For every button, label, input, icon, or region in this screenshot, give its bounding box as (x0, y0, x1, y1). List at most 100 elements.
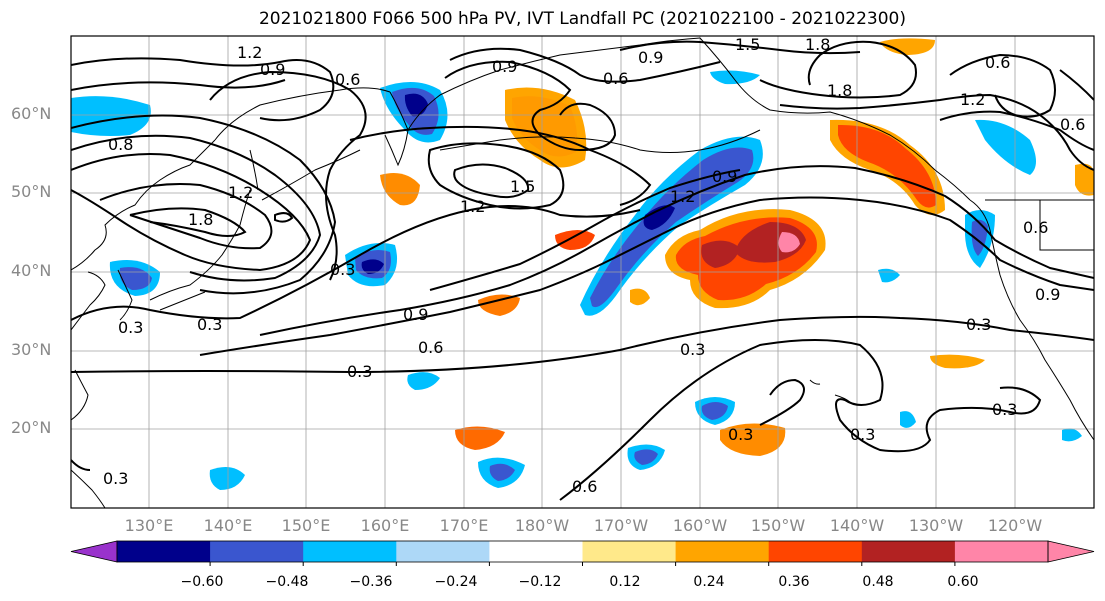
lon-label: 150°E (281, 516, 331, 535)
colorbar-segment (210, 541, 304, 562)
contour-label: 0.6 (418, 338, 443, 357)
colorbar-tick-label: −0.60 (180, 574, 224, 590)
lon-label: 130°W (908, 516, 964, 535)
contour-label: 1.8 (188, 210, 213, 229)
lon-label: 180°W (514, 516, 570, 535)
shading-patch (119, 267, 152, 290)
colorbar-tick-label: 0.12 (609, 574, 641, 590)
contour-line (71, 79, 286, 91)
coastline (384, 91, 409, 167)
shading-patch (71, 96, 151, 136)
lon-label: 150°W (750, 516, 806, 535)
colorbar-tick-label: 0.48 (862, 574, 894, 590)
colorbar-segment (396, 541, 490, 562)
contour-line (779, 93, 1094, 171)
lon-label: 170°W (593, 516, 649, 535)
shading-patch (778, 232, 800, 253)
contour-line (939, 110, 1094, 151)
coastline (159, 291, 206, 311)
coastline (71, 139, 216, 271)
lat-label: 60°N (11, 104, 52, 123)
contour-label: 0.3 (330, 260, 355, 279)
contour-label: 0.6 (572, 477, 597, 496)
contour-label: 0.9 (260, 60, 285, 79)
shading-patch (361, 259, 384, 274)
shading-patch (407, 372, 440, 390)
colorbar-tick-label: −0.12 (518, 574, 562, 590)
contour-label: 0.9 (403, 305, 428, 324)
lon-label: 130°E (124, 516, 174, 535)
contour-line (71, 153, 312, 272)
shading-patch (634, 449, 658, 465)
coastline (1039, 200, 1094, 251)
contour-line (1059, 69, 1094, 101)
colorbar-tick-label: −0.36 (349, 574, 393, 590)
contour-line (71, 459, 91, 471)
colorbar-tick-label: 0.36 (778, 574, 810, 590)
contour-label: 0.3 (966, 315, 991, 334)
shading-patch (455, 426, 505, 450)
contour-label: 0.3 (728, 425, 753, 444)
coastline (117, 269, 133, 321)
shading-patch (838, 124, 936, 208)
contour-line (444, 60, 617, 152)
contour-label: 0.9 (638, 48, 663, 67)
contour-label: 0.6 (603, 69, 628, 88)
contour-label: 0.6 (985, 53, 1010, 72)
map-title: 2021021800 F066 500 hPa PV, IVT Landfall… (258, 9, 906, 29)
pv-contours (71, 40, 1094, 501)
shading-patch (630, 288, 650, 306)
shading-patch (701, 240, 740, 268)
coastline (261, 149, 361, 201)
contour-line (619, 40, 861, 55)
coastline (439, 129, 761, 153)
colorbar-segment (954, 541, 1049, 562)
contour-line (71, 57, 335, 122)
colorbar-segment (489, 541, 583, 562)
lon-label: 140°E (203, 516, 253, 535)
coastline (969, 199, 1094, 441)
contour-label: 0.6 (1023, 218, 1048, 237)
contour-label: 0.9 (712, 167, 737, 186)
contour-line (429, 169, 741, 291)
contour-label: 0.6 (335, 70, 360, 89)
colorbar-tick-label: 0.60 (947, 574, 979, 590)
contour-label: 0.3 (103, 469, 128, 488)
shading-patch (489, 463, 515, 481)
lon-label: 170°E (439, 516, 489, 535)
contour-label: 1.8 (827, 81, 852, 100)
colorbar-segment (582, 541, 677, 562)
map-frame (70, 35, 1095, 509)
coastline (809, 379, 821, 385)
contour-label: 0.3 (992, 400, 1017, 419)
contour-label: 1.5 (510, 177, 535, 196)
contour-line (71, 114, 337, 295)
contour-line (453, 163, 530, 199)
contour-line (209, 70, 367, 281)
shading-patch (900, 411, 916, 428)
lat-label: 20°N (11, 418, 52, 437)
contour-label-group: 1.2 0.9 0.6 0.9 0.6 0.9 1.5 1.8 0.6 1.2 … (103, 36, 1085, 496)
colorbar (70, 540, 1095, 566)
shading-patch (1075, 163, 1094, 196)
contour-line (71, 134, 322, 282)
contour-label: 1.2 (960, 90, 985, 109)
shading-patch (478, 294, 520, 316)
contour-line (427, 142, 565, 210)
contour-label: 1.2 (228, 183, 253, 202)
lon-label: 160°E (360, 516, 410, 535)
lon-label: 120°W (987, 516, 1043, 535)
shading-patch (643, 205, 675, 230)
contour-line (274, 212, 294, 223)
coastline (699, 37, 971, 201)
colorbar-segment (675, 541, 770, 562)
contour-line (71, 205, 641, 321)
colorbar-extension-low (70, 540, 118, 563)
coastline (71, 469, 106, 508)
colorbar-tick-label: −0.48 (265, 574, 309, 590)
coastline (71, 271, 106, 331)
contour-label: 0.9 (1035, 285, 1060, 304)
coastline (214, 87, 391, 141)
shading-patch (720, 423, 786, 456)
